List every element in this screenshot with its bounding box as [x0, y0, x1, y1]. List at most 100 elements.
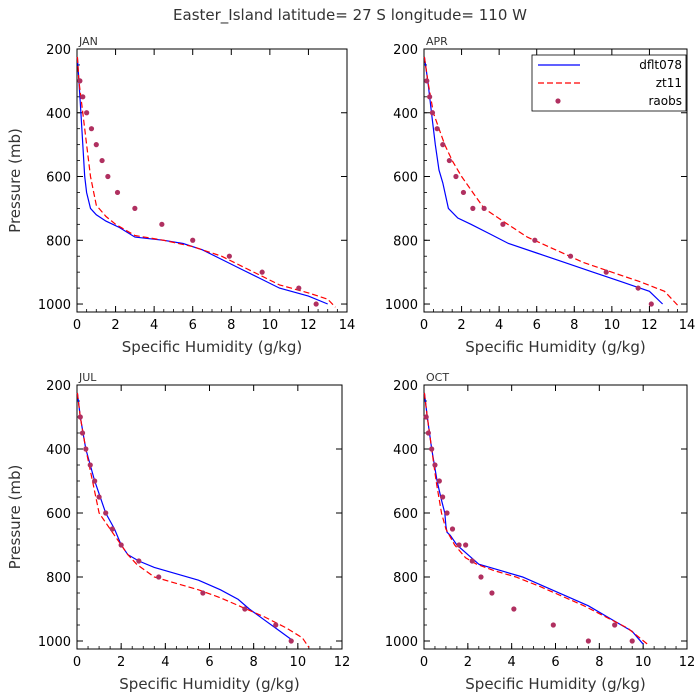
legend: dflt078 zt11 raobs	[531, 54, 687, 112]
x-tick-label: 6	[551, 655, 559, 670]
x-tick-label: 2	[457, 318, 465, 333]
raobs-point	[77, 78, 83, 84]
x-tick-label: 12	[300, 318, 317, 333]
raobs-point	[114, 189, 121, 196]
raobs-point	[79, 430, 86, 436]
legend-marker-raobs	[555, 98, 561, 104]
raobs-point	[88, 126, 95, 132]
panel-label-jan: JAN	[78, 35, 98, 48]
raobs-point	[313, 301, 319, 307]
y-tick-label: 1000	[385, 635, 418, 650]
raobs-point	[423, 414, 429, 420]
raobs-point	[453, 173, 459, 180]
raobs-point	[432, 462, 438, 468]
raobs-point	[92, 478, 98, 484]
raobs-point	[259, 269, 265, 275]
x-tick-label: 4	[508, 655, 516, 670]
raobs-point	[550, 622, 556, 628]
raobs-point	[226, 253, 232, 259]
x-axis-label-jan: Specific Humidity (g/kg)	[122, 338, 302, 356]
raobs-point	[103, 510, 109, 516]
y-tick-label: 200	[393, 43, 418, 58]
x-tick-label: 6	[205, 655, 213, 670]
raobs-point	[481, 205, 487, 211]
legend-label-raobs: raobs	[649, 94, 683, 108]
raobs-point	[434, 126, 440, 132]
x-tick-label: 8	[227, 318, 235, 333]
x-tick-label: 2	[117, 655, 125, 670]
x-tick-label: 4	[161, 655, 169, 670]
series-line-zt11-jan	[76, 56, 336, 308]
panel-jul: JUL Specific Humidity (g/kg) Pressure (m…	[6, 371, 350, 693]
panel-label-apr: APR	[426, 35, 448, 48]
raobs-point	[427, 94, 433, 100]
raobs-point	[105, 173, 111, 180]
raobs-point	[156, 574, 162, 580]
x-tick-label: 8	[595, 655, 603, 670]
x-tick-label: 10	[290, 655, 307, 670]
y-tick-label: 600	[393, 171, 418, 186]
raobs-point	[96, 494, 102, 500]
y-tick-label: 1000	[38, 298, 71, 313]
raobs-point	[87, 462, 93, 468]
y-axis-label-jul: Pressure (mb)	[6, 465, 24, 570]
raobs-point	[273, 622, 279, 628]
y-tick-label: 1000	[38, 635, 71, 650]
raobs-point	[629, 638, 635, 644]
series-line-zt11-jul	[76, 392, 310, 648]
x-tick-label: 0	[73, 318, 81, 333]
raobs-point	[463, 542, 469, 548]
y-tick-label: 400	[46, 443, 71, 458]
raobs-point	[585, 638, 591, 644]
plot-frame-jan	[76, 48, 348, 313]
x-tick-label: 12	[334, 655, 351, 670]
y-tick-label: 200	[46, 43, 71, 58]
raobs-point	[444, 510, 450, 516]
raobs-point	[456, 542, 462, 548]
x-axis-label-jul: Specific Humidity (g/kg)	[119, 675, 299, 693]
x-tick-label: 10	[604, 318, 621, 333]
y-tick-label: 400	[46, 107, 71, 122]
raobs-point	[296, 285, 302, 291]
y-tick-label: 200	[46, 379, 71, 394]
y-tick-label: 600	[46, 171, 71, 186]
legend-label-dflt078: dflt078	[639, 58, 682, 72]
raobs-point	[449, 526, 456, 532]
raobs-point	[99, 157, 105, 164]
y-tick-label: 800	[46, 234, 71, 249]
x-tick-label: 4	[150, 318, 158, 333]
x-tick-label: 6	[189, 318, 197, 333]
y-tick-label: 800	[46, 571, 71, 586]
raobs-point	[83, 446, 89, 452]
series-line-dflt078-oct	[423, 392, 644, 645]
series-line-zt11-oct	[423, 392, 648, 645]
x-tick-label: 10	[635, 655, 652, 670]
raobs-point	[470, 205, 476, 211]
plot-frame-jul	[76, 384, 343, 650]
raobs-point	[84, 110, 90, 116]
raobs-point	[440, 494, 446, 500]
x-tick-label: 0	[73, 655, 81, 670]
x-tick-label: 14	[679, 318, 696, 333]
raobs-point	[469, 558, 475, 564]
raobs-point	[648, 301, 654, 307]
raobs-point	[567, 253, 574, 259]
raobs-point	[132, 205, 138, 211]
x-tick-label: 8	[570, 318, 578, 333]
raobs-point	[200, 590, 206, 596]
y-tick-label: 1000	[385, 298, 418, 313]
x-tick-label: 14	[339, 318, 356, 333]
x-tick-label: 4	[495, 318, 503, 333]
x-tick-label: 2	[464, 655, 472, 670]
panel-label-jul: JUL	[78, 371, 97, 384]
y-tick-label: 800	[393, 234, 418, 249]
raobs-point	[118, 542, 124, 548]
raobs-point	[440, 142, 446, 148]
x-tick-label: 6	[533, 318, 541, 333]
raobs-point	[436, 478, 442, 484]
x-axis-label-apr: Specific Humidity (g/kg)	[465, 338, 645, 356]
x-tick-label: 10	[262, 318, 279, 333]
raobs-point	[80, 94, 86, 100]
x-axis-label-oct: Specific Humidity (g/kg)	[465, 675, 645, 693]
